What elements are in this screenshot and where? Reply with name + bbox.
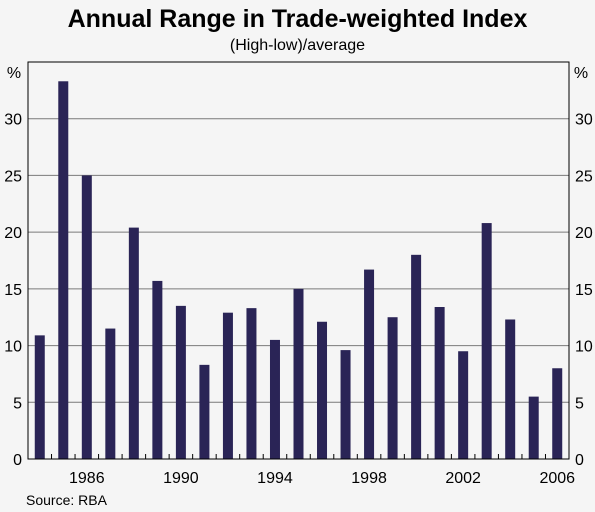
- chart-subtitle: (High-low)/average: [229, 37, 366, 54]
- source-note: Source: RBA: [26, 492, 107, 508]
- y-unit-left: %: [7, 65, 21, 82]
- x-tick-label-2006: 2006: [539, 470, 575, 487]
- y-tick-label-left-15: 15: [4, 282, 22, 299]
- y-tick-label-left-0: 0: [13, 452, 22, 469]
- bar-2000: [411, 254, 422, 459]
- bar-1991: [199, 364, 210, 459]
- y-tick-label-right-5: 5: [575, 395, 584, 412]
- tick-marks: [51, 454, 546, 459]
- y-tick-label-left-30: 30: [4, 112, 22, 129]
- y-tick-label-right-20: 20: [575, 225, 593, 242]
- bar-1995: [293, 288, 304, 459]
- x-tick-label-1994: 1994: [257, 470, 293, 487]
- bar-1997: [340, 350, 351, 459]
- y-tick-label-left-10: 10: [4, 339, 22, 356]
- y-unit-right: %: [574, 65, 588, 82]
- y-tick-label-left-20: 20: [4, 225, 22, 242]
- bar-1992: [222, 312, 233, 459]
- bar-2001: [434, 307, 445, 459]
- y-tick-label-right-15: 15: [575, 282, 593, 299]
- bar-2004: [505, 319, 516, 459]
- bar-2002: [458, 351, 469, 459]
- x-tick-label-2002: 2002: [445, 470, 481, 487]
- bar-2006: [552, 368, 563, 459]
- bar-1986: [81, 175, 92, 459]
- bar-1984: [34, 335, 45, 459]
- bar-1989: [152, 280, 163, 459]
- bars: [34, 81, 563, 459]
- bar-1990: [175, 305, 186, 459]
- bar-1985: [58, 81, 69, 459]
- bar-1993: [246, 308, 257, 459]
- chart-title: Annual Range in Trade-weighted Index: [67, 5, 528, 33]
- y-tick-label-left-5: 5: [13, 395, 22, 412]
- bar-2005: [528, 396, 539, 459]
- tick-labels: 0 0 5 5 10 10 15 15 20 20 25 25 30 30 1986 1990 1994 1998…: [4, 112, 593, 487]
- y-tick-label-right-25: 25: [575, 168, 593, 185]
- y-tick-label-right-10: 10: [575, 339, 593, 356]
- bar-1998: [364, 269, 375, 459]
- bar-1988: [128, 227, 139, 459]
- x-tick-label-1986: 1986: [69, 470, 105, 487]
- y-tick-label-right-0: 0: [575, 452, 584, 469]
- x-tick-label-1990: 1990: [163, 470, 199, 487]
- bar-1987: [105, 328, 116, 459]
- bar-2003: [481, 223, 492, 459]
- y-tick-label-left-25: 25: [4, 168, 22, 185]
- bar-1999: [387, 317, 398, 459]
- bar-1996: [317, 321, 328, 459]
- plot-frame: [27, 61, 570, 460]
- y-tick-label-right-30: 30: [575, 112, 593, 129]
- x-tick-label-1998: 1998: [351, 470, 387, 487]
- bar-1994: [269, 339, 280, 459]
